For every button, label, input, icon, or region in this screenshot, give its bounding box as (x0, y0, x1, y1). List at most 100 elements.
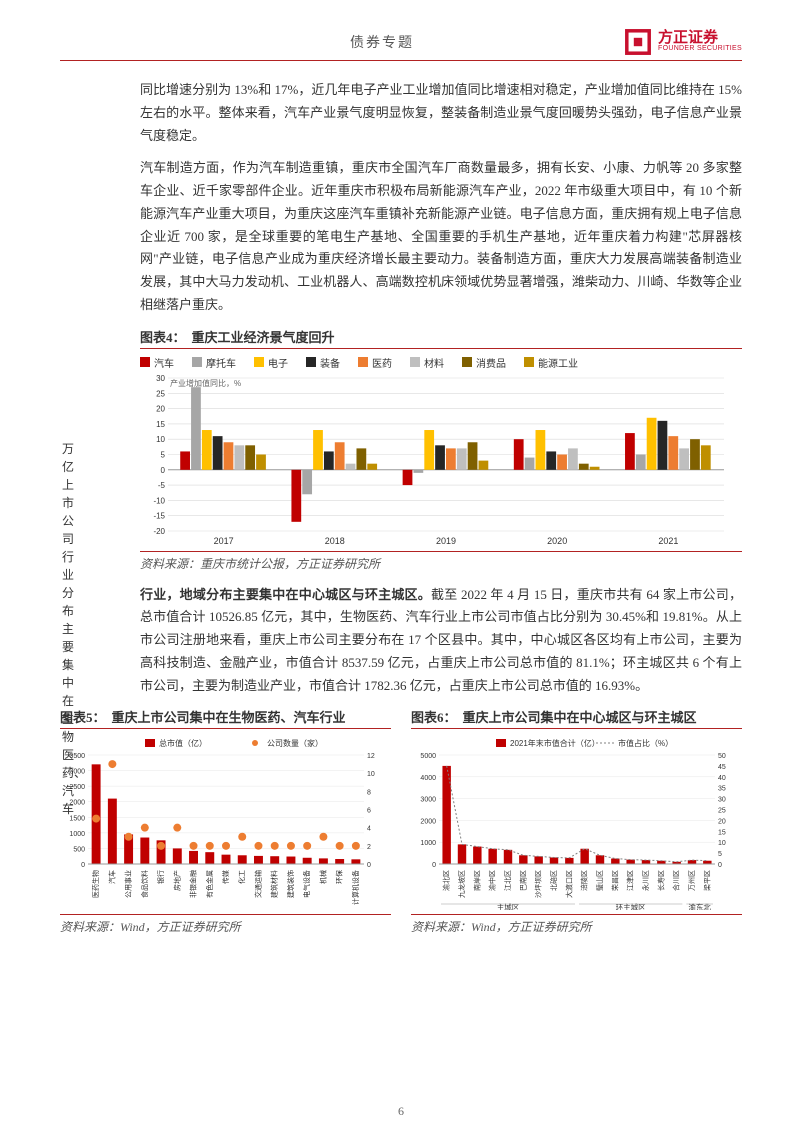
svg-text:-15: -15 (153, 511, 165, 520)
svg-text:8: 8 (367, 790, 371, 797)
svg-text:50: 50 (718, 753, 726, 760)
svg-text:巴南区: 巴南区 (518, 870, 527, 891)
svg-text:永川区: 永川区 (641, 870, 650, 891)
svg-text:银行: 银行 (156, 870, 165, 884)
svg-text:20: 20 (718, 819, 726, 826)
svg-text:6: 6 (367, 808, 371, 815)
svg-text:40: 40 (718, 775, 726, 782)
svg-text:0: 0 (161, 465, 166, 474)
fig6-title: 重庆上市公司集中在中心城区与环主城区 (463, 707, 697, 726)
svg-text:0: 0 (367, 862, 371, 869)
svg-text:北碚区: 北碚区 (549, 870, 558, 891)
svg-text:5: 5 (718, 851, 722, 858)
svg-text:2: 2 (367, 844, 371, 851)
svg-text:梁平区: 梁平区 (702, 870, 711, 891)
fig5-source: 资料来源：Wind，方正证券研究所 (60, 914, 391, 935)
svg-text:15: 15 (156, 419, 165, 428)
svg-text:3000: 3000 (420, 797, 436, 804)
svg-text:25: 25 (156, 389, 165, 398)
svg-text:总市值（亿）: 总市值（亿） (159, 738, 207, 748)
svg-text:2000: 2000 (420, 819, 436, 826)
svg-text:计算机设备: 计算机设备 (351, 870, 360, 905)
svg-text:4: 4 (367, 826, 371, 833)
svg-text:江北区: 江北区 (504, 870, 512, 891)
paragraph-1: 同比增速分别为 13%和 17%，近几年电子产业工业增加值同比增速相对稳定，产业… (140, 79, 742, 147)
paragraph-2: 汽车制造方面，作为汽车制造重镇，重庆市全国汽车厂商数量最多，拥有长安、小康、力帆… (140, 157, 742, 316)
svg-text:2021年末市值合计（亿）: 2021年末市值合计（亿） (510, 738, 600, 748)
svg-text:10: 10 (367, 771, 375, 778)
svg-text:有色金属: 有色金属 (205, 870, 214, 898)
fig5-column: 图表5： 重庆上市公司集中在生物医药、汽车行业 0500100015002000… (60, 707, 391, 947)
fig6-label: 图表6： (411, 707, 457, 726)
svg-text:-20: -20 (153, 527, 165, 536)
svg-text:房地产: 房地产 (172, 870, 181, 891)
svg-text:合川区: 合川区 (672, 870, 681, 891)
svg-text:主城区: 主城区 (497, 902, 520, 910)
logo-text-cn: 方正证券 (658, 30, 742, 45)
paragraph-3-lead: 行业，地域分布主要集中在中心城区与环主城区。 (140, 587, 431, 602)
header-title: 债券专题 (60, 32, 624, 52)
svg-text:机械: 机械 (318, 870, 327, 884)
fig4-source: 资料来源：重庆市统计公报，方正证券研究所 (140, 551, 742, 572)
svg-text:长寿区: 长寿区 (656, 870, 665, 891)
page-header: 债券专题 方正证券 FOUNDER SECURITIES (60, 28, 742, 61)
svg-text:0: 0 (432, 862, 436, 869)
founder-logo-icon (624, 28, 652, 56)
margin-vertical-text: 万亿上市公司行业分布主要集中在生物医药、汽车 (62, 440, 76, 818)
fig4-legend: 汽车摩托车电子装备医药材料消费品能源工业 (140, 355, 742, 370)
paragraph-3: 行业，地域分布主要集中在中心城区与环主城区。截至 2022 年 4 月 15 日… (140, 584, 742, 698)
svg-text:传媒: 传媒 (221, 870, 230, 884)
fig5-chart: 0500100015002000250030003500024681012总市值… (60, 735, 390, 910)
svg-text:30: 30 (156, 374, 165, 383)
svg-text:九龙坡区: 九龙坡区 (457, 870, 466, 898)
svg-text:产业增加值同比，%: 产业增加值同比，% (170, 378, 241, 388)
svg-text:15: 15 (718, 830, 726, 837)
fig4-chart: 汽车摩托车电子装备医药材料消费品能源工业 -20-15-10-505101520… (140, 355, 742, 547)
svg-text:市值占比（%）: 市值占比（%） (618, 738, 673, 748)
svg-text:5000: 5000 (420, 753, 436, 760)
svg-text:25: 25 (718, 808, 726, 815)
svg-text:30: 30 (718, 797, 726, 804)
svg-text:环主城区: 环主城区 (616, 902, 646, 910)
paragraph-3-body: 截至 2022 年 4 月 15 日，重庆市共有 64 家上市公司，总市值合计 … (140, 587, 742, 693)
svg-text:20: 20 (156, 404, 165, 413)
fig4-title: 重庆工业经济景气度回升 (192, 327, 335, 346)
svg-text:医药生物: 医药生物 (91, 870, 100, 898)
svg-text:500: 500 (73, 847, 85, 854)
svg-text:-10: -10 (153, 496, 165, 505)
svg-text:化工: 化工 (237, 870, 246, 884)
svg-text:建筑装饰: 建筑装饰 (286, 870, 295, 898)
svg-text:食品饮料: 食品饮料 (140, 870, 149, 898)
svg-text:环保: 环保 (335, 870, 344, 884)
figure-row-56: 图表5： 重庆上市公司集中在生物医药、汽车行业 0500100015002000… (60, 707, 742, 947)
brand-logo: 方正证券 FOUNDER SECURITIES (624, 28, 742, 56)
fig5-title: 重庆上市公司集中在生物医药、汽车行业 (112, 707, 346, 726)
svg-text:非银金融: 非银金融 (189, 870, 198, 898)
svg-text:2020: 2020 (547, 536, 567, 546)
svg-text:万州区: 万州区 (688, 870, 696, 891)
svg-text:电气设备: 电气设备 (302, 870, 311, 898)
svg-text:渝东北: 渝东北 (688, 902, 711, 910)
svg-text:12: 12 (367, 753, 375, 760)
svg-text:35: 35 (718, 786, 726, 793)
fig6-column: 图表6： 重庆上市公司集中在中心城区与环主城区 0100020003000400… (411, 707, 742, 947)
logo-text-en: FOUNDER SECURITIES (658, 45, 742, 53)
svg-text:公用事业: 公用事业 (124, 870, 133, 898)
svg-text:4000: 4000 (420, 775, 436, 782)
svg-text:汽车: 汽车 (107, 870, 116, 884)
svg-text:荣昌区: 荣昌区 (610, 870, 619, 891)
svg-text:建筑材料: 建筑材料 (270, 870, 279, 898)
svg-text:南岸区: 南岸区 (472, 870, 481, 891)
svg-text:渝北区: 渝北区 (442, 870, 451, 891)
fig5-title-row: 图表5： 重庆上市公司集中在生物医药、汽车行业 (60, 707, 391, 729)
fig6-title-row: 图表6： 重庆上市公司集中在中心城区与环主城区 (411, 707, 742, 729)
svg-text:大渡口区: 大渡口区 (564, 870, 573, 898)
svg-text:1000: 1000 (69, 831, 85, 838)
svg-text:5: 5 (161, 450, 166, 459)
svg-text:2018: 2018 (325, 536, 345, 546)
svg-text:0: 0 (718, 862, 722, 869)
svg-text:0: 0 (81, 862, 85, 869)
svg-text:璧山区: 璧山区 (595, 870, 604, 891)
fig4-title-row: 图表4： 重庆工业经济景气度回升 (140, 327, 742, 349)
fig6-chart: 0100020003000400050000510152025303540455… (411, 735, 741, 910)
